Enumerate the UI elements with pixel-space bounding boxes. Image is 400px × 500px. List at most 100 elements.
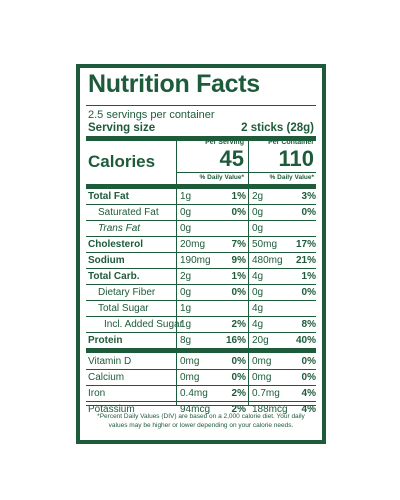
nutrient-label: Saturated Fat (98, 207, 159, 218)
container-amount: 2g (252, 191, 264, 202)
serving-size-value: 2 sticks (28g) (241, 122, 314, 134)
nutrient-row: Saturated Fat 0g 0% 0g 0% (86, 205, 316, 221)
serving-percent: 2% (231, 388, 246, 399)
nutrient-label: Iron (88, 388, 106, 399)
row-divider (86, 220, 316, 221)
serving-amount: 8g (180, 335, 192, 346)
container-amount: 0mg (252, 356, 272, 367)
container-percent: 8% (301, 319, 316, 330)
row-divider (86, 252, 316, 253)
nutrient-label: Total Sugar (98, 303, 149, 314)
row-divider (86, 284, 316, 285)
serving-amount: 2g (180, 271, 192, 282)
row-divider (86, 316, 316, 317)
per-container-header: Per Container (268, 139, 314, 146)
row-divider (86, 385, 316, 386)
nutrient-label: Total Fat (88, 191, 129, 202)
nutrition-facts-panel: Nutrition Facts 2.5 servings per contain… (76, 64, 326, 444)
column-divider-2 (248, 138, 249, 405)
per-serving-header: Per Serving (205, 139, 244, 146)
container-percent: 0% (301, 207, 316, 218)
calories-per-serving: 45 (219, 146, 244, 171)
row-divider (86, 268, 316, 269)
row-divider (86, 369, 316, 370)
container-amount: 4g (252, 303, 264, 314)
serving-amount: 1g (180, 303, 192, 314)
serving-size-label: Serving size (88, 122, 156, 134)
nutrient-row: Total Carb. 2g 1% 4g 1% (86, 269, 316, 285)
nutrient-label: Sodium (88, 255, 125, 266)
nutrient-label: Calcium (88, 372, 125, 383)
footnote-divider (86, 405, 316, 406)
nutrient-label: Protein (88, 335, 123, 346)
container-percent: 0% (301, 372, 316, 383)
container-amount: 480mg (252, 255, 283, 266)
nutrient-row: Vitamin D 0mg 0% 0mg 0% (86, 354, 316, 370)
nutrient-row: Dietary Fiber 0g 0% 0g 0% (86, 285, 316, 301)
serving-divider (86, 136, 316, 141)
serving-amount: 0g (180, 223, 192, 234)
nutrition-title: Nutrition Facts (88, 70, 260, 98)
container-amount: 0g (252, 287, 264, 298)
nutrient-row: Calcium 0mg 0% 0mg 0% (86, 370, 316, 386)
container-amount: 20g (252, 335, 269, 346)
container-amount: 0.7mg (252, 388, 280, 399)
calories-label: Calories (88, 152, 156, 171)
serving-amount: 0mg (180, 372, 200, 383)
servings-per-container: 2.5 servings per container (88, 109, 215, 121)
serving-percent: 0% (231, 207, 246, 218)
nutrient-label: Incl. Added Sugar (104, 319, 183, 330)
container-percent: 1% (301, 271, 316, 282)
calories-per-container: 110 (278, 146, 315, 171)
column-divider-1 (176, 138, 177, 405)
nutrient-row: Iron 0.4mg 2% 0.7mg 4% (86, 386, 316, 402)
nutrient-label: Potassium (88, 404, 135, 415)
serving-percent: 2% (231, 319, 246, 330)
nutrient-row: Potassium 94mcg 2% 188mcg 4% (86, 402, 316, 418)
container-amount: 50mg (252, 239, 278, 250)
calories-rule (176, 172, 316, 173)
serving-amount: 94mcg (180, 404, 211, 415)
nutrient-label: Vitamin D (88, 356, 132, 367)
container-percent: 21% (295, 255, 316, 266)
serving-amount: 0.4mg (180, 388, 208, 399)
container-amount: 0g (252, 223, 264, 234)
container-amount: 188mcg (252, 404, 288, 415)
container-percent: 40% (295, 335, 316, 346)
serving-amount: 1g (180, 319, 192, 330)
dv-header-container: % Daily Value* (269, 174, 314, 181)
row-divider (86, 204, 316, 205)
serving-percent: 1% (231, 271, 246, 282)
container-amount: 0g (252, 207, 264, 218)
container-percent: 3% (301, 191, 316, 202)
nutrient-row: Total Fat 1g 1% 2g 3% (86, 189, 316, 205)
container-percent: 0% (301, 356, 316, 367)
nutrient-label: Dietary Fiber (98, 287, 156, 298)
serving-percent: 0% (231, 287, 246, 298)
nutrient-row: Protein 8g 16% 20g 40% (86, 333, 316, 349)
container-amount: 0mg (252, 372, 272, 383)
serving-amount: 0g (180, 287, 192, 298)
section-divider (86, 348, 316, 353)
serving-percent: 2% (231, 404, 246, 415)
nutrient-label: Total Carb. (88, 271, 140, 282)
nutrient-label: Trans Fat (98, 223, 141, 234)
serving-amount: 0g (180, 207, 192, 218)
nutrient-row: Cholesterol 20mg 7% 50mg 17% (86, 237, 316, 253)
nutrient-row: Incl. Added Sugar 1g 2% 4g 8% (86, 317, 316, 333)
title-divider (86, 105, 316, 106)
nutrient-row: Sodium 190mg 9% 480mg 21% (86, 253, 316, 269)
nutrient-row: Trans Fat 0g 0g (86, 221, 316, 237)
footnote: *Percent Daily Values (DIV) are based on… (97, 413, 305, 429)
serving-percent: 16% (225, 335, 246, 346)
row-divider (86, 300, 316, 301)
container-amount: 4g (252, 319, 264, 330)
container-percent: 17% (295, 239, 316, 250)
serving-amount: 0mg (180, 356, 200, 367)
row-divider (86, 236, 316, 237)
nutrient-label: Cholesterol (88, 239, 144, 250)
nutrient-row: Total Sugar 1g 4g (86, 301, 316, 317)
serving-amount: 20mg (180, 239, 206, 250)
container-percent: 4% (301, 388, 316, 399)
serving-percent: 0% (231, 356, 246, 367)
